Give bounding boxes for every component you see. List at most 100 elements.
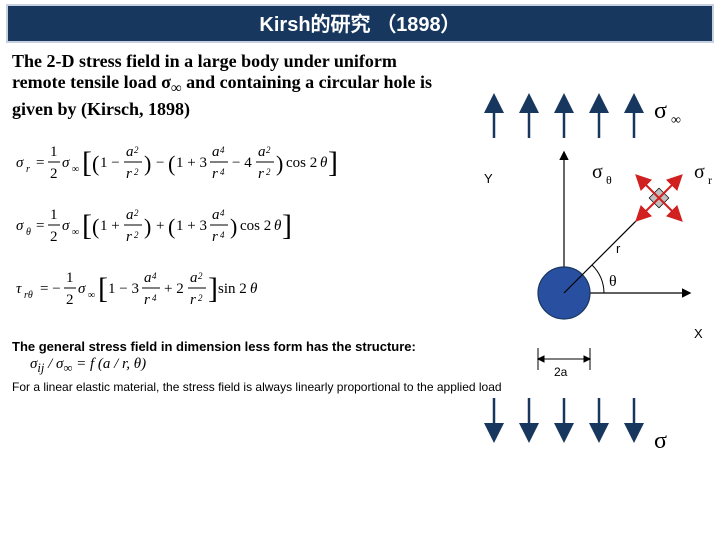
svg-text:τ: τ	[16, 281, 22, 297]
eq-tau-svg: τrθ = − 12 σ∞ [ 1 − 3 a4 r4 + 2 a2 r2 ] …	[14, 264, 314, 312]
svg-text:1: 1	[50, 144, 58, 160]
svg-text:4: 4	[220, 208, 225, 218]
svg-text:1 + 3: 1 + 3	[176, 218, 207, 234]
svg-text:θ: θ	[274, 218, 282, 234]
title-text: Kirsh的研究 （1898）	[259, 14, 460, 36]
svg-text:2: 2	[66, 292, 74, 308]
svg-text:]: ]	[328, 146, 338, 179]
svg-text:(: (	[168, 151, 175, 176]
svg-text:= −: = −	[40, 281, 61, 297]
svg-text:sin 2: sin 2	[218, 281, 247, 297]
svg-text:a: a	[144, 270, 152, 286]
svg-text:r: r	[144, 292, 150, 308]
svg-text:2: 2	[266, 145, 271, 155]
svg-text:1: 1	[50, 207, 58, 223]
svg-text:cos 2: cos 2	[240, 218, 271, 234]
svg-text:rθ: rθ	[24, 290, 33, 301]
svg-text:θ: θ	[609, 273, 617, 290]
svg-text:X: X	[694, 326, 703, 341]
svg-text:r: r	[708, 173, 712, 187]
svg-text:(: (	[92, 214, 99, 239]
intro-sigma: σ	[161, 72, 171, 92]
footer1-text: The general stress field in dimension le…	[12, 339, 416, 354]
feq-div: / σ	[44, 356, 63, 372]
title-bar: Kirsh的研究 （1898）	[6, 4, 714, 43]
svg-text:∞: ∞	[72, 227, 79, 238]
svg-text:σ: σ	[78, 281, 86, 297]
svg-text:θ: θ	[26, 227, 31, 238]
eq-sigma-theta-svg: σθ = 12 σ∞ [ ( 1 + a2 r2 ) + ( 1 + 3 a4 …	[14, 201, 314, 249]
svg-text:θ: θ	[606, 173, 612, 187]
svg-text:[: [	[82, 209, 92, 242]
svg-text:]: ]	[282, 209, 292, 242]
svg-text:1: 1	[66, 270, 74, 286]
svg-text:1 +: 1 +	[100, 218, 120, 234]
svg-text:r: r	[26, 164, 30, 175]
svg-text:(: (	[168, 214, 175, 239]
svg-text:2: 2	[50, 166, 58, 182]
svg-text:r: r	[126, 166, 132, 182]
svg-text:): )	[276, 151, 283, 176]
svg-text:2: 2	[134, 230, 139, 240]
svg-text:σ: σ	[62, 155, 70, 171]
svg-text:r: r	[126, 229, 132, 245]
svg-text:2: 2	[134, 145, 139, 155]
svg-text:2: 2	[134, 208, 139, 218]
svg-text:1 + 3: 1 + 3	[176, 155, 207, 171]
svg-text:a: a	[126, 144, 134, 160]
svg-text:r: r	[212, 166, 218, 182]
svg-text:θ: θ	[320, 155, 328, 171]
svg-text:4: 4	[152, 271, 157, 281]
diagram-svg: σ ∞ Y X r θ σ θ σ r	[454, 48, 714, 458]
svg-text:cos 2: cos 2	[286, 155, 317, 171]
eq-sigma-r-svg: σr = 12 σ∞ [ ( 1 − a2 r2 ) − ( 1 + 3 a4 …	[14, 138, 344, 186]
svg-text:σ: σ	[592, 161, 603, 183]
svg-text:2: 2	[134, 167, 139, 177]
svg-text:1 − 3: 1 − 3	[108, 281, 139, 297]
feq-rhs: = f (a / r, θ)	[72, 356, 146, 372]
svg-text:r: r	[190, 292, 196, 308]
svg-text:=: =	[36, 218, 44, 234]
svg-text:σ: σ	[654, 428, 667, 454]
svg-text:]: ]	[208, 272, 218, 305]
svg-text:1 −: 1 −	[100, 155, 120, 171]
svg-text:): )	[144, 214, 151, 239]
svg-text:+: +	[156, 218, 164, 234]
svg-text:∞: ∞	[72, 164, 79, 175]
svg-text:∞: ∞	[88, 290, 95, 301]
svg-text:4: 4	[220, 167, 225, 177]
svg-text:∞: ∞	[671, 113, 681, 128]
svg-text:4: 4	[220, 145, 225, 155]
svg-text:a: a	[212, 144, 220, 160]
stress-diagram: σ ∞ Y X r θ σ θ σ r	[454, 48, 714, 458]
svg-text:a: a	[126, 207, 134, 223]
svg-text:σ: σ	[62, 218, 70, 234]
svg-text:a: a	[258, 144, 266, 160]
svg-text:(: (	[92, 151, 99, 176]
footer2-text: For a linear elastic material, the stres…	[12, 380, 502, 394]
svg-text:2: 2	[198, 293, 203, 303]
svg-text:r: r	[258, 166, 264, 182]
svg-text:[: [	[82, 146, 92, 179]
svg-text:=: =	[36, 155, 44, 171]
svg-text:r: r	[616, 241, 621, 256]
svg-text:σ: σ	[16, 155, 24, 171]
svg-text:): )	[230, 214, 237, 239]
svg-text:[: [	[98, 272, 108, 305]
svg-text:r: r	[212, 229, 218, 245]
svg-text:2: 2	[50, 229, 58, 245]
svg-text:4: 4	[220, 230, 225, 240]
svg-text:Y: Y	[484, 171, 493, 186]
svg-text:): )	[144, 151, 151, 176]
svg-text:a: a	[190, 270, 198, 286]
svg-text:2a: 2a	[554, 365, 568, 379]
svg-text:2: 2	[198, 271, 203, 281]
svg-text:θ: θ	[250, 281, 258, 297]
intro-sub: ∞	[171, 81, 182, 97]
svg-text:+ 2: + 2	[164, 281, 184, 297]
svg-text:4: 4	[152, 293, 157, 303]
svg-text:σ: σ	[654, 98, 667, 124]
svg-text:a: a	[212, 207, 220, 223]
svg-text:−: −	[156, 155, 164, 171]
svg-text:σ: σ	[694, 161, 705, 183]
